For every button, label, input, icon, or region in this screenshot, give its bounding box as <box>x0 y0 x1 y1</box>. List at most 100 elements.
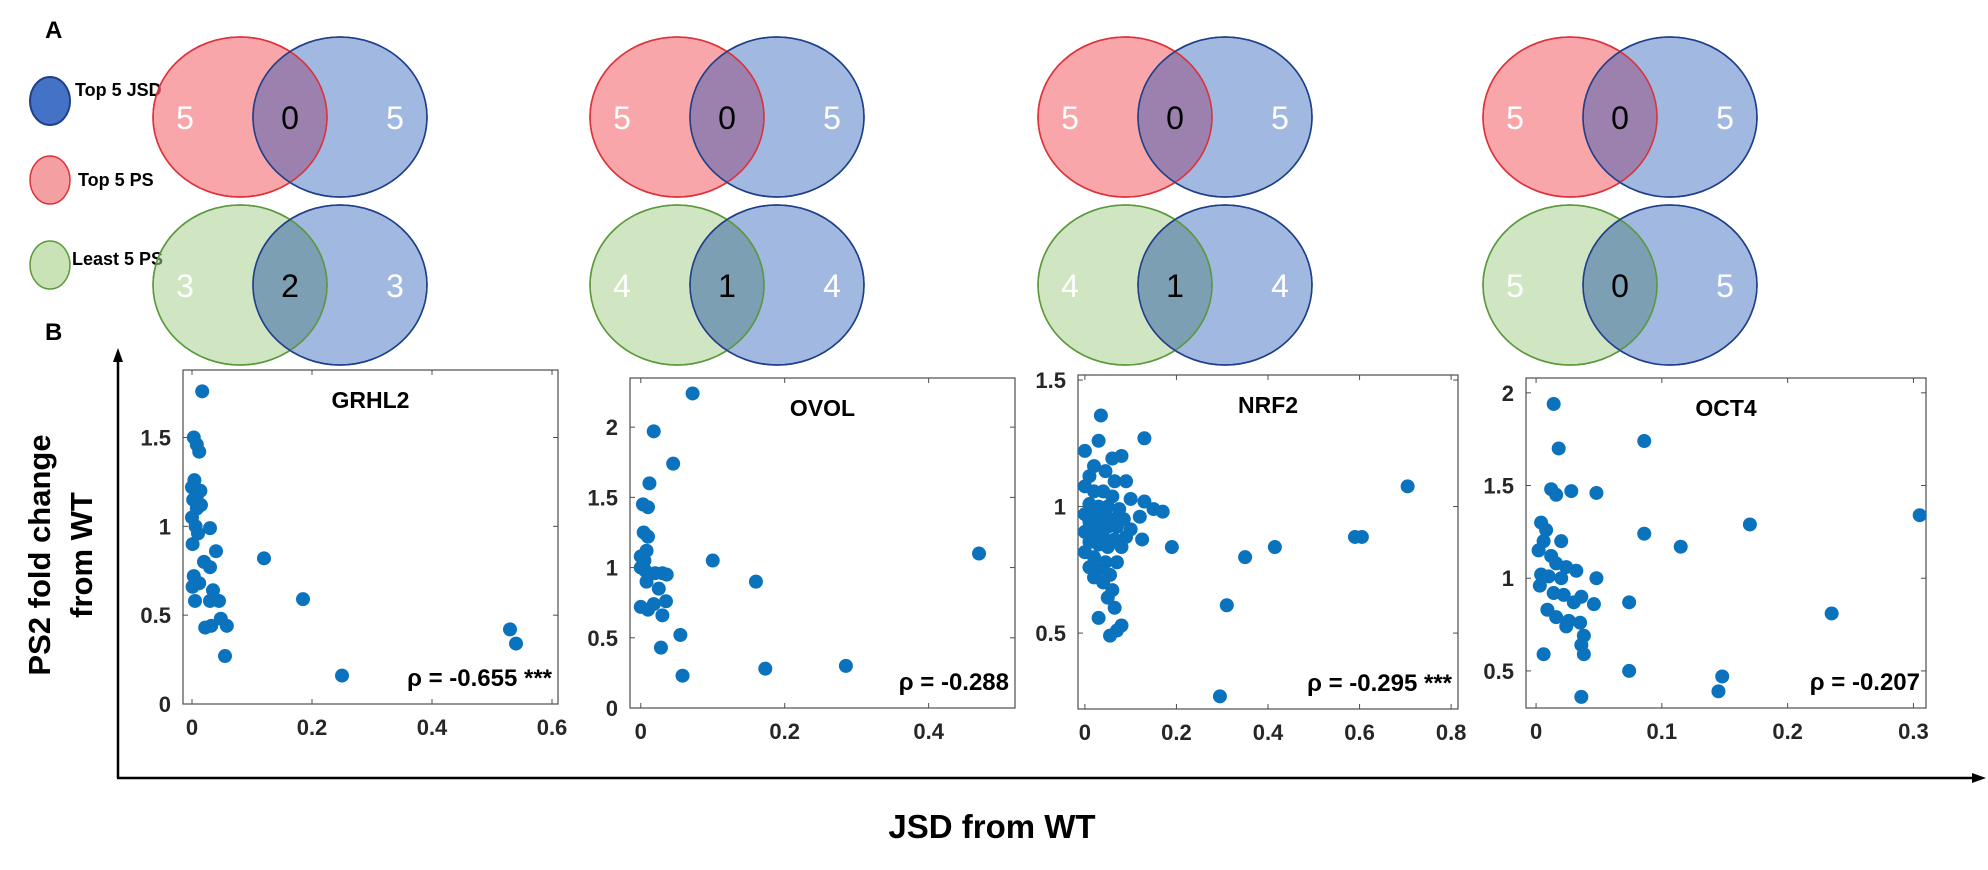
venn-left-count: 4 <box>1061 268 1079 304</box>
y-tick-label: 0.5 <box>1483 659 1514 684</box>
x-tick-label: 0.4 <box>417 715 448 740</box>
correlation-annotation: ρ = -0.288 <box>899 669 1009 696</box>
venn-overlap-count: 0 <box>1611 268 1629 304</box>
x-tick-label: 0.3 <box>1898 719 1929 744</box>
data-point <box>1824 606 1839 621</box>
venn-right-count: 4 <box>823 268 841 304</box>
y-tick-label: 0.5 <box>587 626 618 651</box>
legend: Top 5 JSD Top 5 PS Least 5 PS <box>29 76 163 290</box>
data-point <box>673 627 688 642</box>
panel-label-b: B <box>45 319 62 346</box>
data-point <box>1109 519 1124 534</box>
venn-overlap-region <box>253 37 327 197</box>
data-point <box>203 521 217 536</box>
data-point <box>705 553 720 568</box>
data-point <box>1103 628 1118 643</box>
data-point <box>1135 532 1150 547</box>
legend-label-ps-least: Least 5 PS <box>72 249 163 269</box>
plot-title: GRHL2 <box>332 387 410 413</box>
venn-least-3: 4 1 4 <box>1037 204 1313 366</box>
data-point <box>185 579 200 594</box>
venn-least-4: 5 0 5 <box>1482 204 1758 366</box>
data-point <box>1711 684 1726 699</box>
venn-left-count: 5 <box>1506 100 1524 136</box>
data-point <box>640 602 655 617</box>
data-point <box>1077 443 1092 458</box>
legend-label-ps-top: Top 5 PS <box>78 170 154 190</box>
venn-left-outline <box>152 36 328 198</box>
data-point <box>203 560 217 575</box>
correlation-annotation: ρ = -0.207 <box>1810 669 1920 696</box>
data-point <box>972 546 987 561</box>
shared-axes <box>113 348 1986 783</box>
plot-frame <box>1077 374 1459 710</box>
venn-jsd-outline <box>252 36 428 198</box>
venn-overlap-region <box>690 37 764 197</box>
correlation-annotation: ρ = -0.655 *** <box>407 665 553 692</box>
venn-overlap-count: 1 <box>718 268 736 304</box>
venn-top-3: 5 0 5 <box>1037 36 1313 198</box>
data-point <box>1532 578 1547 593</box>
data-point <box>1549 610 1564 625</box>
data-point <box>1622 663 1637 678</box>
data-point <box>195 384 210 399</box>
x-axis-title: JSD from WT <box>888 808 1095 845</box>
data-point <box>509 636 523 651</box>
y-axis-title-line1: PS2 fold change <box>22 434 57 675</box>
data-point <box>191 526 205 541</box>
y-tick-label: 1 <box>606 556 618 581</box>
y-tick-label: 1.5 <box>1035 368 1066 393</box>
data-point <box>642 476 657 491</box>
x-tick-label: 0.2 <box>297 715 328 740</box>
venn-least-1: 3 2 3 <box>152 204 428 366</box>
data-point <box>838 658 853 673</box>
data-point <box>206 583 220 598</box>
data-point <box>1400 479 1415 494</box>
venn-overlap-count: 0 <box>1611 100 1629 136</box>
data-point <box>1098 464 1113 479</box>
scatter-plot-3: 0 0.2 0.4 0.6 0.8 0.5 1 1.5 NRF2 ρ = -0.295 *** <box>1035 368 1466 745</box>
venn-overlap-region <box>253 205 327 365</box>
x-tick-label: 0.2 <box>1161 720 1192 745</box>
legend-label-jsd: Top 5 JSD <box>75 80 162 100</box>
data-point <box>1589 485 1604 500</box>
legend-swatch-jsd <box>29 76 71 126</box>
data-point <box>188 593 202 608</box>
data-point <box>1123 491 1138 506</box>
scatter-plot-4: 0 0.1 0.2 0.3 0.5 1 1.5 2 OCT4 ρ = -0.207 <box>1483 377 1929 744</box>
venn-overlap-region <box>1583 37 1657 197</box>
data-point <box>209 544 223 559</box>
data-point <box>1546 396 1561 411</box>
data-point <box>192 444 207 459</box>
shared-y-axis-arrowhead <box>113 348 123 362</box>
venn-overlap-region <box>1138 205 1212 365</box>
venn-left-outline <box>1037 204 1213 366</box>
venn-left-outline <box>1482 36 1658 198</box>
plot-frame <box>182 369 559 705</box>
y-tick-label: 1.5 <box>140 426 171 451</box>
data-point <box>1637 526 1652 541</box>
venn-right-count: 5 <box>1716 100 1734 136</box>
data-point <box>639 574 654 589</box>
data-point <box>1564 484 1579 499</box>
scatter-plot-2: 0 0.2 0.4 0 0.5 1 1.5 2 OVOL ρ = -0.288 <box>587 377 1016 744</box>
venn-left-count: 5 <box>1506 268 1524 304</box>
data-point <box>675 668 690 683</box>
data-point <box>758 661 773 676</box>
x-tick-label: 0 <box>1530 719 1542 744</box>
data-point <box>1119 474 1134 489</box>
venn-diagrams: 5 0 5 3 2 3 5 0 5 4 1 4 5 0 5 4 1 4 5 0 5 5 0 5 <box>152 36 1758 366</box>
data-point <box>1742 517 1757 532</box>
y-tick-label: 0.5 <box>1035 621 1066 646</box>
x-tick-label: 0.2 <box>1772 719 1803 744</box>
shared-x-axis-arrowhead <box>1972 773 1986 783</box>
x-tick-label: 0.6 <box>1344 720 1375 745</box>
x-tick-label: 0 <box>635 719 647 744</box>
x-tick-label: 0 <box>1079 720 1091 745</box>
data-point <box>1114 540 1129 555</box>
data-point <box>1554 571 1569 586</box>
data-point <box>1132 509 1147 524</box>
data-point <box>658 594 673 609</box>
x-tick-label: 0.1 <box>1647 719 1678 744</box>
data-point <box>212 593 226 608</box>
